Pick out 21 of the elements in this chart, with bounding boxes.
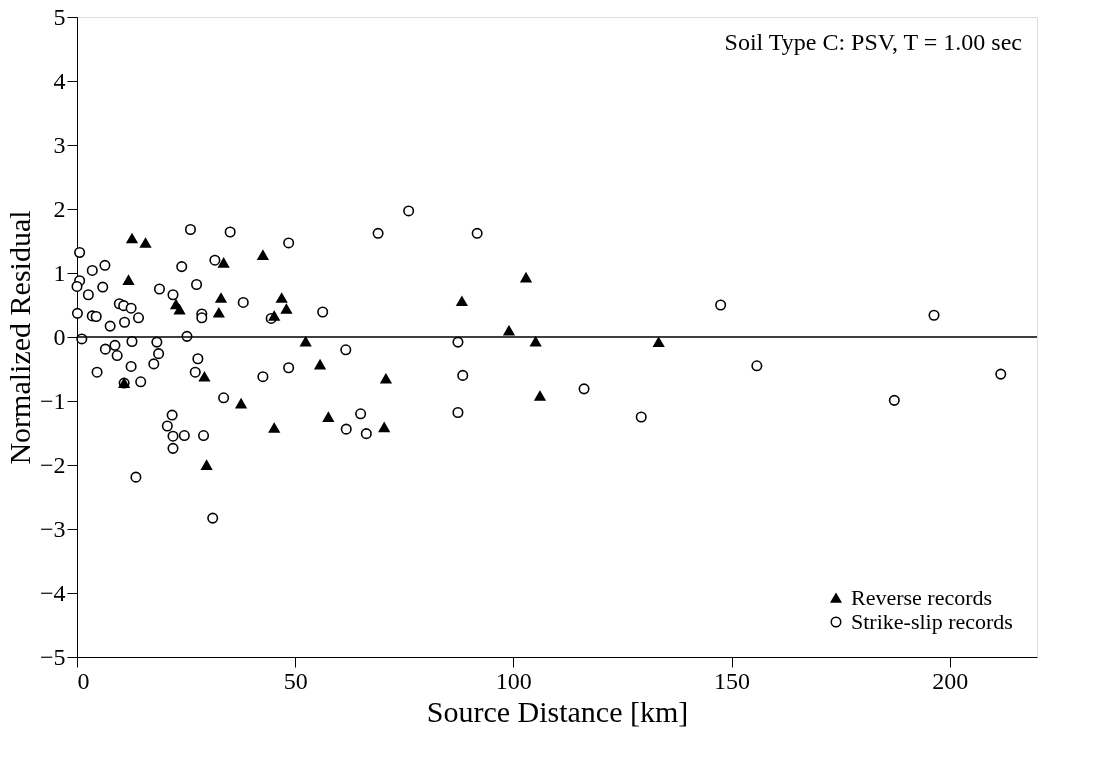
y-tick-label: −3: [39, 515, 66, 542]
y-axis-title: Normalized Residual: [2, 210, 36, 465]
y-tick-label: 4: [53, 67, 66, 94]
x-axis-title: Source Distance [km]: [426, 694, 689, 728]
y-tick-label: −1: [39, 387, 66, 414]
legend-label: Strike-slip records: [851, 609, 1013, 634]
y-tick-label: 2: [53, 195, 66, 222]
y-tick-label: 0: [53, 323, 66, 350]
y-tick-label: −2: [39, 451, 66, 478]
legend-label: Reverse records: [851, 585, 993, 610]
y-tick-label: −5: [39, 643, 66, 670]
y-tick-label: 1: [53, 259, 66, 286]
y-tick-label: 5: [53, 3, 66, 30]
x-tick-label: 100: [495, 667, 532, 694]
x-tick-label: 50: [283, 667, 308, 694]
x-tick-label: 150: [714, 667, 751, 694]
x-tick-label: 200: [932, 667, 969, 694]
x-tick-label: 0: [77, 667, 90, 694]
annotation: Soil Type C: PSV, T = 1.00 sec: [724, 29, 1022, 55]
y-tick-label: −4: [39, 579, 66, 606]
y-tick-label: 3: [53, 131, 66, 158]
